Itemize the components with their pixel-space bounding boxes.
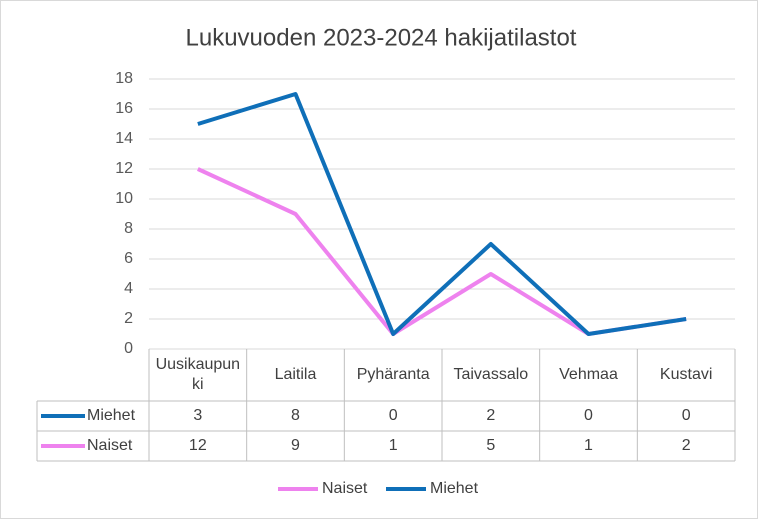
table-value: 2 bbox=[486, 407, 496, 424]
table-value: 0 bbox=[681, 407, 691, 424]
table-value: 1 bbox=[584, 437, 593, 454]
category-label: Vehmaa bbox=[559, 366, 618, 383]
table-value: 0 bbox=[584, 407, 593, 424]
category-label: Kustavi bbox=[659, 366, 713, 383]
category-label: Uusikaupunki bbox=[155, 356, 241, 393]
y-tick-label: 14 bbox=[115, 130, 133, 147]
series-line bbox=[196, 167, 687, 336]
y-tick-label: 12 bbox=[115, 160, 133, 177]
y-tick-label: 4 bbox=[124, 280, 133, 297]
table-value: 3 bbox=[193, 407, 203, 424]
table-value: 9 bbox=[291, 437, 300, 454]
table-value: 0 bbox=[388, 407, 398, 424]
table-row-label: Miehet bbox=[87, 407, 136, 424]
y-tick-label: 0 bbox=[124, 340, 133, 357]
category-label: Taivassalo bbox=[453, 366, 529, 383]
table-row-label: Naiset bbox=[87, 437, 133, 454]
table-value: 5 bbox=[486, 437, 496, 454]
table-value: 2 bbox=[681, 437, 691, 454]
legend-label: Naiset bbox=[322, 480, 368, 497]
table-value: 8 bbox=[291, 407, 300, 424]
legend-label: Miehet bbox=[430, 480, 479, 497]
category-label: Pyhäranta bbox=[356, 366, 430, 383]
table-value: 1 bbox=[388, 437, 398, 454]
y-tick-label: 8 bbox=[124, 220, 133, 237]
series-line bbox=[197, 92, 687, 336]
category-label: Laitila bbox=[274, 366, 317, 383]
y-tick-label: 18 bbox=[115, 70, 133, 87]
y-tick-label: 10 bbox=[115, 190, 133, 207]
table-value: 12 bbox=[188, 437, 207, 454]
y-tick-label: 2 bbox=[124, 310, 133, 327]
y-tick-label: 6 bbox=[124, 250, 133, 267]
y-tick-label: 16 bbox=[115, 100, 133, 117]
chart-title: Lukuvuoden 2023-2024 hakijatilastot bbox=[186, 24, 577, 51]
